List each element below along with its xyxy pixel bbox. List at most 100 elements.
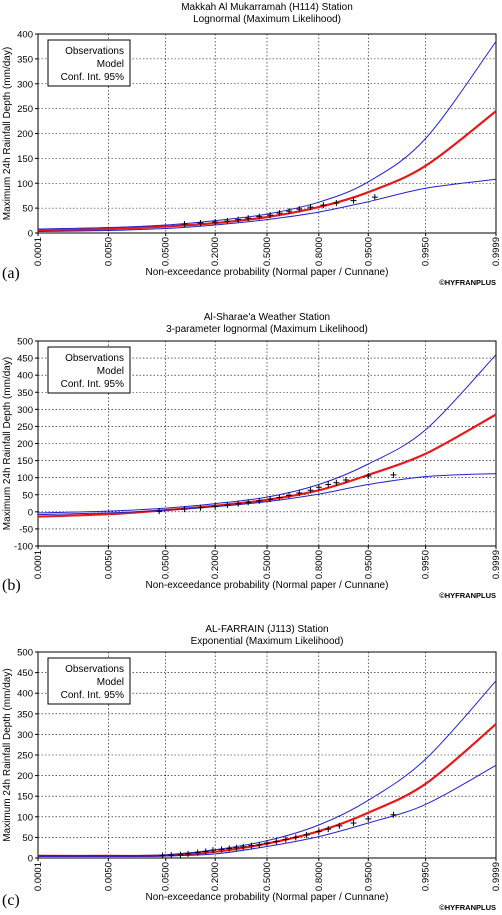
observation-point xyxy=(342,477,349,484)
observation-point xyxy=(286,492,293,499)
chart-title: Al-Sharae'a Weather Station xyxy=(204,312,330,323)
chart-subtitle: Exponential (Maximum Likelihood) xyxy=(191,636,344,647)
observation-point xyxy=(320,202,327,209)
x-tick-label: 0.0500 xyxy=(161,550,172,579)
x-tick-label: 0.2000 xyxy=(210,862,221,891)
y-tick-label: 250 xyxy=(17,422,33,433)
observation-point xyxy=(212,503,219,510)
observation-point xyxy=(197,504,204,511)
observation-point xyxy=(307,487,314,494)
x-tick-label: 0.8000 xyxy=(314,550,325,579)
observation-point xyxy=(218,846,225,853)
observation-point xyxy=(256,213,263,220)
observation-point xyxy=(226,845,233,852)
observation-point xyxy=(224,218,231,225)
model-curve xyxy=(37,413,497,518)
observation-point xyxy=(212,219,219,226)
x-tick-label: 0.2000 xyxy=(210,550,221,579)
legend-entry: Model xyxy=(97,677,124,688)
y-tick-label: 200 xyxy=(17,439,33,450)
legend: Observations Model Conf. Int. 95% xyxy=(47,39,131,87)
observation-point xyxy=(307,204,314,211)
panel-label: (b) xyxy=(2,577,21,594)
observation-point xyxy=(168,852,175,859)
legend-entry: Model xyxy=(97,59,124,70)
x-tick-label: 0.9999 xyxy=(491,237,502,266)
legend-entry: Conf. Int. 95% xyxy=(61,690,124,701)
observation-point xyxy=(350,197,357,204)
observation-point xyxy=(224,502,231,508)
observation-point xyxy=(177,851,184,858)
observation-point xyxy=(194,849,201,856)
x-tick-label: 0.8000 xyxy=(314,862,325,891)
y-tick-label: 50 xyxy=(22,490,33,501)
y-tick-label: 300 xyxy=(17,730,33,741)
y-axis-label: Maximum 24h Rainfall Depth (mm/day) xyxy=(2,357,13,530)
y-tick-label: 250 xyxy=(17,104,33,115)
legend-box xyxy=(47,657,131,705)
y-tick-label: 300 xyxy=(17,79,33,90)
watermark-label: ©HYFRANPLUS xyxy=(439,903,496,912)
observation-point xyxy=(240,843,247,850)
y-tick-label: 500 xyxy=(17,337,33,348)
observation-point xyxy=(181,506,188,513)
y-tick-label: 50 xyxy=(22,833,33,844)
legend-entry: Model xyxy=(97,366,124,377)
x-tick-label: 0.9950 xyxy=(421,237,432,266)
observation-point xyxy=(365,815,372,822)
observation-point xyxy=(296,490,303,497)
y-tick-label: 0 xyxy=(28,229,33,240)
observation-point xyxy=(333,200,340,207)
observation-point xyxy=(350,819,357,826)
y-tick-label: 400 xyxy=(17,371,33,382)
y-tick-label: 100 xyxy=(17,473,33,484)
y-tick-label: 350 xyxy=(17,388,33,399)
x-tick-label: 0.9999 xyxy=(491,550,502,579)
watermark-label: ©HYFRANPLUS xyxy=(439,278,496,287)
x-tick-label: 0.9950 xyxy=(421,550,432,579)
observation-point xyxy=(256,841,263,848)
x-tick-label: 0.0001 xyxy=(33,862,44,891)
x-tick-label: 0.5000 xyxy=(262,550,273,579)
y-tick-label: 250 xyxy=(17,751,33,762)
observation-point xyxy=(209,847,216,854)
y-tick-label: 400 xyxy=(17,30,33,41)
observation-point xyxy=(159,852,166,859)
confidence-upper-curve xyxy=(37,680,497,857)
observation-point xyxy=(181,221,188,228)
y-tick-label: 100 xyxy=(17,179,33,190)
observation-point xyxy=(315,484,322,491)
observation-point xyxy=(315,828,322,835)
confidence-lower-curve xyxy=(37,473,497,516)
x-tick-label: 0.8000 xyxy=(314,237,325,266)
legend-entry: Conf. Int. 95% xyxy=(61,72,124,83)
y-tick-label: 0 xyxy=(28,507,33,518)
observation-point xyxy=(276,494,283,501)
legend-entry: Observations xyxy=(65,353,124,364)
observation-point xyxy=(248,842,255,849)
y-tick-label: 200 xyxy=(17,129,33,140)
chart-subtitle: 3-parameter lognormal (Maximum Likelihoo… xyxy=(166,324,368,335)
observation-point xyxy=(286,208,293,215)
observation-point xyxy=(365,472,372,479)
x-axis-label: Non-exceedance probability (Normal paper… xyxy=(146,580,389,591)
y-tick-label: 150 xyxy=(17,154,33,165)
model-curve xyxy=(37,110,497,232)
y-tick-label: 150 xyxy=(17,792,33,803)
y-tick-label: -50 xyxy=(19,524,33,535)
y-tick-label: 500 xyxy=(17,648,33,659)
observation-point xyxy=(197,220,204,227)
x-tick-label: 0.0500 xyxy=(161,862,172,891)
legend: Observations Model Conf. Int. 95% xyxy=(47,346,131,394)
observation-point xyxy=(390,471,397,478)
x-tick-label: 0.5000 xyxy=(262,862,273,891)
chart-subtitle: Lognormal (Maximum Likelihood) xyxy=(193,14,341,25)
watermark-label: ©HYFRANPLUS xyxy=(439,591,496,600)
panel-label: (c) xyxy=(2,892,20,909)
chart-title: AL-FARRAIN (J113) Station xyxy=(205,624,328,635)
observation-point xyxy=(325,481,332,488)
y-tick-label: 150 xyxy=(17,456,33,467)
legend-box xyxy=(47,39,131,87)
